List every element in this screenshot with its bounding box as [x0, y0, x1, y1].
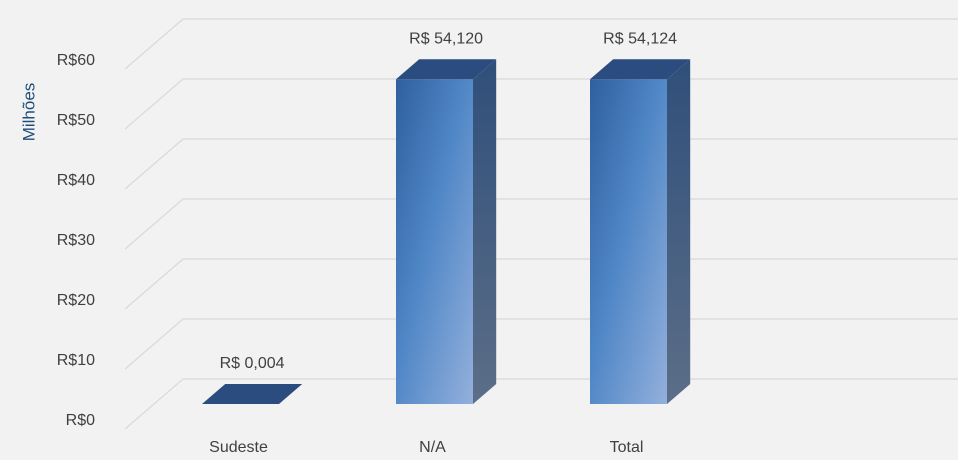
grid-line — [124, 318, 958, 370]
grid-line — [124, 378, 958, 430]
bar-front — [590, 79, 667, 405]
y-tick-label: R$0 — [66, 412, 95, 429]
grid-line — [124, 198, 958, 250]
y-tick-label: R$30 — [57, 232, 95, 249]
bar-side — [279, 383, 303, 404]
bar-top — [590, 59, 691, 80]
x-tick-label: Sudeste — [209, 439, 268, 456]
y-tick-label: R$20 — [57, 292, 95, 309]
x-tick-label: N/A — [419, 439, 446, 456]
y-tick-label: R$50 — [57, 112, 95, 129]
x-tick-label: Total — [610, 439, 644, 456]
grid-line — [124, 258, 958, 310]
grid-line — [124, 78, 958, 130]
y-tick-label: R$10 — [57, 352, 95, 369]
data-label: R$ 54,120 — [409, 30, 483, 47]
data-label: R$ 54,124 — [603, 30, 677, 47]
bar-top — [202, 383, 303, 404]
data-label: R$ 0,004 — [220, 355, 285, 372]
bar-side — [473, 59, 497, 404]
grid-line — [124, 138, 958, 190]
bar-side — [667, 59, 691, 404]
y-axis-title: Milhões — [19, 83, 38, 142]
bar-front — [396, 79, 473, 404]
grid-line — [124, 18, 958, 70]
y-tick-label: R$60 — [57, 52, 95, 69]
y-tick-label: R$40 — [57, 172, 95, 189]
bar-top — [396, 59, 497, 80]
